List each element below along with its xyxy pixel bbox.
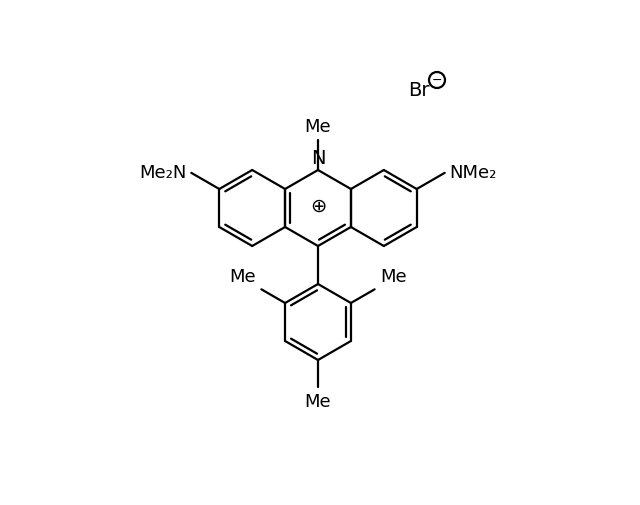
Text: ⊕: ⊕	[310, 196, 326, 216]
Text: Br: Br	[408, 80, 429, 99]
Text: Me₂N: Me₂N	[139, 164, 186, 182]
Text: NMe₂: NMe₂	[450, 164, 497, 182]
Text: N: N	[311, 149, 325, 168]
Text: Me: Me	[305, 118, 332, 136]
Text: Me: Me	[305, 393, 332, 412]
Text: −: −	[432, 74, 442, 86]
Text: Me: Me	[380, 268, 406, 286]
Text: Me: Me	[230, 268, 256, 286]
